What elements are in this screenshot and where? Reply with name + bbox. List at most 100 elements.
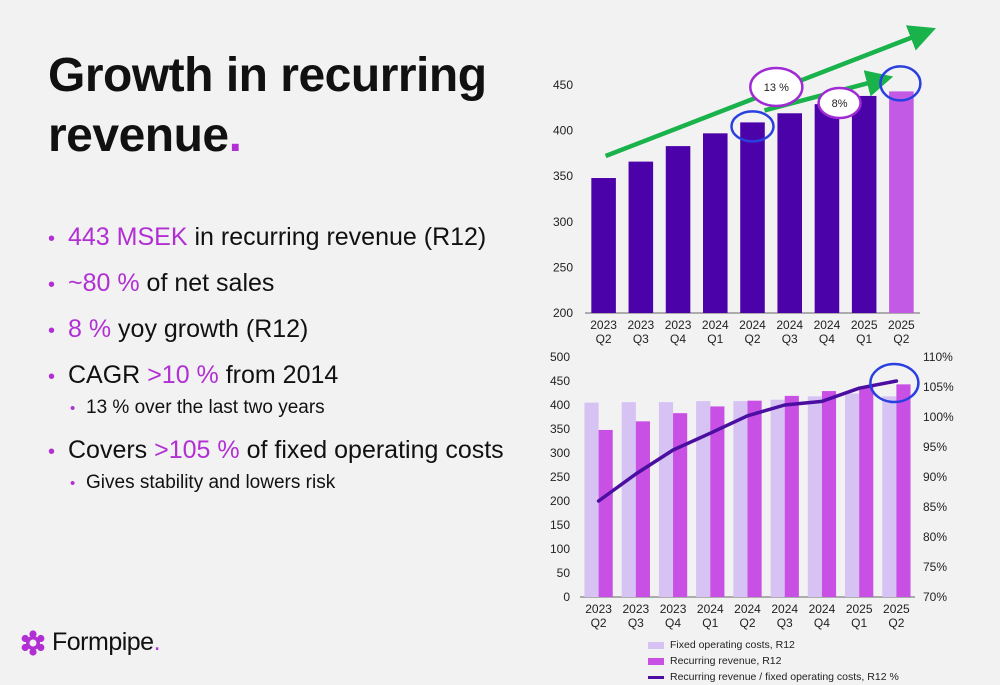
bullet-dot-icon: • <box>70 475 76 492</box>
sub-bullet-text: 13 % over the last two years <box>86 397 325 418</box>
x-tick-label: Q3 <box>782 332 798 346</box>
x-tick-label: 2024 <box>739 318 766 332</box>
recurring-revenue-bar <box>635 421 650 597</box>
y-tick-label: 350 <box>550 422 570 436</box>
recurring-revenue-bar <box>747 400 762 597</box>
bullet-text: from 2014 <box>218 361 339 389</box>
annotation-label: 13 % <box>764 82 789 94</box>
fixed-costs-bar <box>882 396 897 597</box>
bullet-dot-icon: • <box>48 441 56 463</box>
x-tick-label: Q1 <box>702 616 718 630</box>
annotation-bubble <box>817 86 862 120</box>
x-tick-label: 2024 <box>814 318 841 332</box>
revenue-bar <box>702 133 728 313</box>
x-tick-label: Q4 <box>665 616 681 630</box>
bullet-highlight: 443 MSEK <box>68 223 188 251</box>
annotation-bubble <box>749 66 804 108</box>
bullet-text: yoy growth (R12) <box>111 315 309 343</box>
x-tick-label: Q4 <box>814 616 830 630</box>
fixed-costs-bar <box>658 402 674 597</box>
y2-tick-label: 70% <box>923 590 947 604</box>
y2-tick-label: 75% <box>923 560 947 574</box>
x-tick-label: 2023 <box>627 318 654 332</box>
x-tick-label: 2023 <box>665 318 692 332</box>
y-tick-label: 50 <box>557 566 571 580</box>
fixed-costs-bar <box>770 399 785 597</box>
legend-swatch <box>648 657 664 665</box>
x-tick-label: 2025 <box>846 602 873 616</box>
legend-item-fixed-costs: Fixed operating costs, R12 <box>648 637 899 653</box>
bullet-item: • 8 % yoy growth (R12) <box>48 314 518 346</box>
formpipe-logo: Formpipe. <box>20 628 161 657</box>
bullet-dot-icon: • <box>48 320 56 342</box>
x-tick-label: Q4 <box>819 332 835 346</box>
y-tick-label: 400 <box>553 124 573 138</box>
bullet-highlight: ~80 % <box>68 269 140 297</box>
ratio-line-series <box>596 379 899 503</box>
y2-tick-label: 100% <box>923 410 954 424</box>
x-tick-label: 2024 <box>702 318 729 332</box>
sub-bullet-item: • 13 % over the last two years <box>70 396 518 421</box>
recurring-revenue-bar-chart: 2002503003504004502023Q22023Q32023Q42024… <box>553 25 936 346</box>
y-tick-label: 200 <box>550 494 570 508</box>
title-line-1: Growth in recurring <box>48 49 487 102</box>
x-tick-label: Q2 <box>893 332 909 346</box>
x-tick-label: 2023 <box>585 602 612 616</box>
y-tick-label: 450 <box>553 78 573 92</box>
bullet-prefix: Covers <box>68 436 155 464</box>
x-tick-label: Q3 <box>633 332 649 346</box>
fixed-costs-bar <box>584 402 599 597</box>
revenue-bar <box>851 95 877 313</box>
revenue-bar <box>628 161 654 313</box>
recurring-revenue-bar <box>784 395 799 597</box>
y2-tick-label: 80% <box>923 530 947 544</box>
revenue-bar <box>591 178 616 313</box>
legend-swatch <box>648 675 664 679</box>
chart-legend: Fixed operating costs, R12 Recurring rev… <box>648 637 899 685</box>
y-tick-label: 150 <box>550 518 570 532</box>
recurring-revenue-bar <box>673 413 688 597</box>
y2-tick-label: 85% <box>923 500 947 514</box>
highlight-circle-2025q2 <box>879 65 922 102</box>
x-tick-label: 2023 <box>660 602 687 616</box>
bullet-dot-icon: • <box>70 400 76 417</box>
x-tick-label: 2023 <box>590 318 617 332</box>
x-tick-label: Q1 <box>851 616 867 630</box>
revenue-bar <box>665 146 691 313</box>
y2-tick-label: 90% <box>923 470 947 484</box>
logo-dot: . <box>153 628 161 656</box>
x-tick-label: Q4 <box>670 332 686 346</box>
legend-item-recurring-revenue: Recurring revenue, R12 <box>648 653 899 669</box>
x-tick-label: 2023 <box>622 602 649 616</box>
legend-label: Fixed operating costs, R12 <box>670 639 795 651</box>
y-tick-label: 250 <box>553 260 573 274</box>
bullet-prefix: CAGR <box>68 361 148 389</box>
x-tick-label: 2025 <box>888 318 915 332</box>
revenue-bar <box>777 113 803 313</box>
x-tick-label: 2024 <box>771 602 798 616</box>
revenue-vs-costs-combo-chart: 0 50 100 150 200 250 300 350 400 450 500 70% 75% 80% 8… <box>550 350 954 630</box>
annotation-label: 8% <box>832 98 848 110</box>
highlight-circle-2024q2 <box>730 110 775 143</box>
bullet-item: • CAGR >10 % from 2014 <box>48 360 518 392</box>
revenue-bar <box>889 91 914 313</box>
title-line-2: revenue <box>48 109 229 162</box>
y-tick-label: 200 <box>553 306 573 320</box>
recurring-revenue-bar <box>821 391 837 597</box>
x-tick-label: 2024 <box>809 602 836 616</box>
bullet-text: of fixed operating costs <box>239 436 504 464</box>
title-dot: . <box>228 109 242 162</box>
y-tick-label: 400 <box>550 398 570 412</box>
recurring-revenue-bar <box>859 386 874 597</box>
y2-tick-label: 110% <box>923 350 953 364</box>
recurring-revenue-bar <box>896 384 911 597</box>
y-tick-label: 350 <box>553 169 573 183</box>
bullet-item: • 443 MSEK in recurring revenue (R12) <box>48 222 518 254</box>
x-tick-label: 2024 <box>697 602 724 616</box>
x-tick-label: Q2 <box>596 332 612 346</box>
x-tick-label: Q2 <box>888 616 904 630</box>
x-tick-label: Q3 <box>777 616 793 630</box>
bullet-highlight: 8 % <box>68 315 112 343</box>
sub-bullet-text: Gives stability and lowers risk <box>86 472 336 493</box>
x-tick-label: 2025 <box>883 602 910 616</box>
